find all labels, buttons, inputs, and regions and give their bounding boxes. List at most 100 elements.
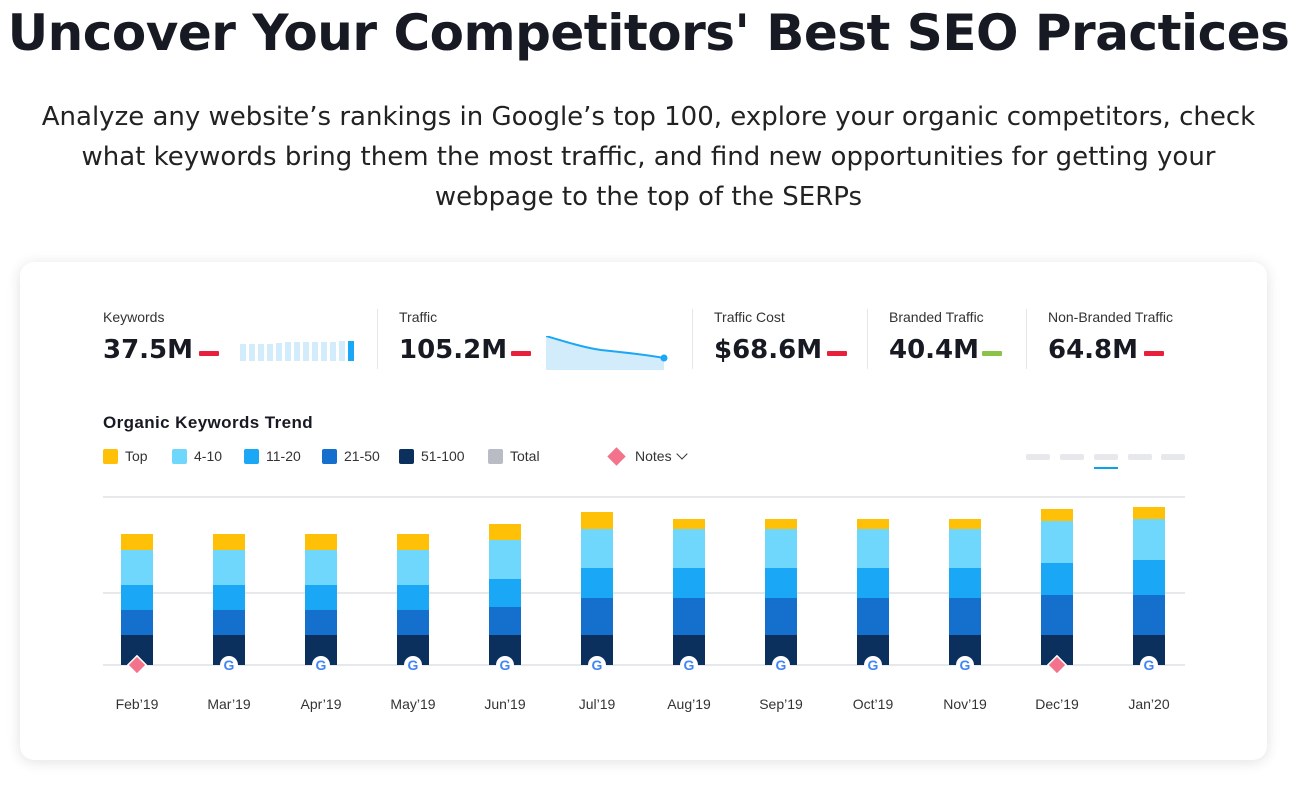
period-pager-3[interactable] (1094, 454, 1118, 460)
page-title: Uncover Your Competitors' Best SEO Pract… (7, 4, 1290, 62)
metric-traffic-cost-label: Traffic Cost (714, 309, 785, 325)
x-tick-label: Sep’19 (759, 696, 803, 712)
metric-keywords[interactable]: Keywords 37.5M (103, 309, 354, 365)
x-tick-label: Mar’19 (207, 696, 251, 712)
legend-item-51-100[interactable]: 51-100 (399, 448, 465, 464)
domain-overview-card: Keywords 37.5M Traffic 105.2M Traffic Co… (20, 262, 1267, 760)
metric-traffic-cost-value: $68.6M (714, 335, 823, 365)
legend-item-total[interactable]: Total (488, 448, 540, 464)
bar-segment (1041, 509, 1073, 521)
metric-separator (692, 309, 693, 369)
note-marker-icon (1046, 654, 1068, 676)
legend-label: 4-10 (194, 448, 223, 464)
x-tick-label: Dec’19 (1035, 696, 1079, 712)
bar-segment (213, 550, 245, 585)
bar-segment (489, 579, 521, 607)
google-marker-background (220, 656, 238, 674)
metric-traffic-cost-trend-indicator (827, 351, 847, 356)
metric-separator (867, 309, 868, 369)
google-marker-background (588, 656, 606, 674)
bar-segment (121, 610, 153, 635)
google-marker-background (680, 656, 698, 674)
metric-separator (1026, 309, 1027, 369)
bar-segment (121, 585, 153, 610)
google-g-icon: G (224, 657, 235, 673)
legend-label: 11-20 (266, 448, 301, 464)
bar-segment (673, 568, 705, 598)
legend-swatch (172, 448, 187, 464)
metric-keywords-label: Keywords (103, 309, 165, 325)
bar-segment (213, 534, 245, 550)
bar-segment (1041, 563, 1073, 595)
bar-segment (673, 519, 705, 529)
google-g-icon: G (500, 657, 511, 673)
legend-label: Top (125, 448, 148, 464)
metric-branded-traffic-label: Branded Traffic (889, 309, 984, 325)
organic-keywords-trend-chart: Feb’19 Mar’19 G Apr’19 G May’19 G Jun’19 G Jul’19… (103, 496, 1185, 712)
bar-segment (581, 568, 613, 598)
metric-traffic-trend-indicator (511, 351, 531, 356)
bar-segment (949, 568, 981, 598)
metric-branded-traffic[interactable]: Branded Traffic 40.4M (889, 309, 1002, 365)
bar-segment (1133, 507, 1165, 519)
note-marker-icon (126, 654, 148, 676)
bar-segment (489, 540, 521, 579)
metric-non-branded-traffic-value: 64.8M (1048, 335, 1139, 365)
x-tick-label: Jun’19 (484, 696, 525, 712)
metric-branded-traffic-trend-indicator (982, 351, 1002, 356)
google-g-icon: G (592, 657, 603, 673)
legend-label: 21-50 (344, 448, 380, 464)
bar-segment (949, 519, 981, 529)
legend-swatch (488, 448, 503, 464)
google-marker-background (496, 656, 514, 674)
metric-traffic[interactable]: Traffic 105.2M (399, 309, 668, 370)
metric-traffic-label: Traffic (399, 309, 438, 325)
bar-segment (121, 550, 153, 585)
bar-segment (673, 598, 705, 635)
period-pager-4[interactable] (1128, 454, 1152, 460)
period-pager-2[interactable] (1060, 454, 1084, 460)
notes-label: Notes (635, 448, 672, 464)
metric-traffic-value: 105.2M (399, 335, 508, 365)
bar-segment (857, 568, 889, 598)
metric-traffic-cost[interactable]: Traffic Cost $68.6M (714, 309, 847, 365)
legend-item-4-10[interactable]: 4-10 (172, 448, 222, 464)
metric-non-branded-traffic[interactable]: Non-Branded Traffic 64.8M (1048, 309, 1174, 365)
bar-segment (765, 568, 797, 598)
organic-keywords-trend-title: Organic Keywords Trend (103, 413, 314, 432)
keywords-sparkbars (240, 341, 354, 361)
google-marker-background (312, 656, 330, 674)
period-pager-5[interactable] (1161, 454, 1185, 460)
bar-segment (1041, 595, 1073, 635)
legend-item-21-50[interactable]: 21-50 (322, 448, 380, 464)
metric-non-branded-traffic-trend-indicator (1144, 351, 1164, 356)
bar-segment (121, 534, 153, 550)
google-g-icon: G (960, 657, 971, 673)
legend-swatch (322, 448, 337, 464)
google-g-icon: G (868, 657, 879, 673)
x-tick-label: Aug’19 (667, 696, 711, 712)
bar-segment (857, 598, 889, 635)
legend-item-top[interactable]: Top (103, 448, 148, 464)
bar-segment (949, 529, 981, 568)
legend-item-11-20[interactable]: 11-20 (244, 448, 301, 464)
period-pager-active-indicator (1094, 467, 1118, 469)
bar-segment (765, 529, 797, 568)
bar-segment (765, 519, 797, 529)
bar-segment (1133, 519, 1165, 560)
bar-segment (213, 585, 245, 610)
x-tick-label: May’19 (390, 696, 435, 712)
bar-segment (213, 610, 245, 635)
bar-segment (305, 534, 337, 550)
metric-separator (377, 309, 378, 369)
period-pager-1[interactable] (1026, 454, 1050, 460)
google-g-icon: G (316, 657, 327, 673)
x-tick-label: Jul’19 (579, 696, 616, 712)
google-g-icon: G (1144, 657, 1155, 673)
notes-dropdown[interactable]: Notes (607, 446, 688, 466)
metric-non-branded-traffic-label: Non-Branded Traffic (1048, 309, 1174, 325)
page-subtitle: Analyze any website’s rankings in Google… (41, 102, 1256, 212)
bar-segment (673, 529, 705, 568)
google-g-icon: G (776, 657, 787, 673)
bar-segment (397, 610, 429, 635)
